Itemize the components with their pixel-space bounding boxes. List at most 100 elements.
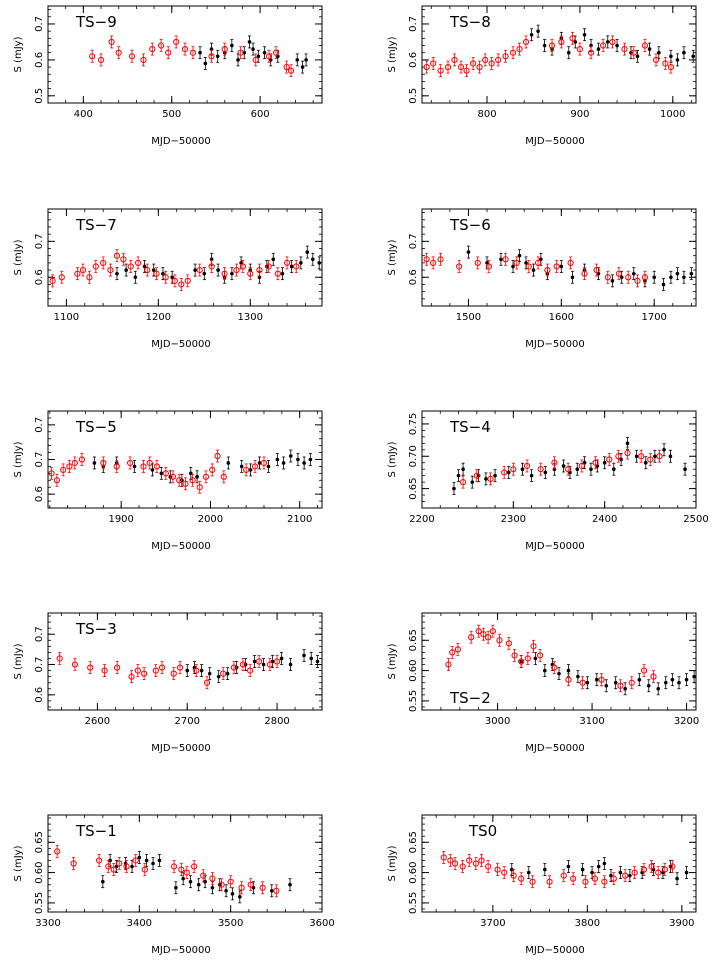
y-axis-label: S (mJy) xyxy=(387,239,398,275)
data-point-open xyxy=(259,884,266,891)
data-point-filled xyxy=(300,65,305,69)
data-point-filled xyxy=(309,656,314,661)
data-point-open xyxy=(510,872,517,879)
plot-frame xyxy=(47,814,323,913)
data-point-open xyxy=(256,266,263,274)
data-point-open xyxy=(70,860,77,867)
y-tick-label: 0.55 xyxy=(408,892,419,914)
panel-title: TS−1 xyxy=(75,822,117,840)
data-point-open xyxy=(423,256,430,263)
data-point-open xyxy=(456,263,463,270)
data-point-filled xyxy=(656,686,661,691)
x-tick-label: 900 xyxy=(570,109,589,120)
data-point-open xyxy=(153,463,160,470)
data-point-filled xyxy=(543,867,547,872)
data-point-open xyxy=(162,470,169,477)
chart-panel: 1900 2000 2100 0.6 0.7 0.7 MJD−50000 S (mJy) TS−… xyxy=(13,410,323,552)
data-point-filled xyxy=(605,40,610,44)
data-point-open xyxy=(221,46,228,53)
data-point-filled xyxy=(615,43,619,48)
data-point-filled xyxy=(257,461,262,465)
data-point-open xyxy=(631,869,638,876)
data-point-open xyxy=(243,466,250,473)
data-point-filled xyxy=(623,686,627,691)
data-point-open xyxy=(97,56,105,63)
data-point-open xyxy=(96,857,103,864)
data-point-open xyxy=(472,860,479,867)
x-tick-label: 2700 xyxy=(175,716,200,727)
data-point-filled xyxy=(484,477,488,481)
data-point-open xyxy=(127,263,134,270)
data-point-filled xyxy=(670,677,675,682)
data-point-open xyxy=(648,863,655,870)
data-point-filled xyxy=(202,271,207,276)
data-point-filled xyxy=(132,464,137,469)
data-point-filled xyxy=(520,467,525,472)
data-point-open xyxy=(581,270,588,277)
data-point-open xyxy=(66,463,73,470)
x-tick-label: 3800 xyxy=(575,918,600,929)
data-points xyxy=(423,245,694,291)
data-point-filled xyxy=(262,50,267,55)
data-point-open xyxy=(488,60,495,67)
data-point-filled xyxy=(181,876,185,881)
data-point-open xyxy=(600,42,607,49)
y-tick-label: 0.55 xyxy=(34,892,45,914)
data-point-open xyxy=(468,634,475,641)
data-point-filled xyxy=(225,671,230,676)
y-tick-label: 0.6 xyxy=(34,52,45,68)
data-point-open xyxy=(460,479,467,486)
data-point-filled xyxy=(566,668,571,673)
data-point-filled xyxy=(281,461,286,465)
data-point-filled xyxy=(305,250,310,254)
data-point-filled xyxy=(561,464,566,468)
data-point-open xyxy=(105,863,112,870)
data-point-filled xyxy=(239,464,244,469)
data-point-open xyxy=(513,259,520,266)
data-point-filled xyxy=(684,677,689,682)
x-tick-label: 500 xyxy=(162,109,181,120)
data-point-filled xyxy=(280,271,285,276)
data-point-open xyxy=(49,277,56,284)
y-tick-label: 0.5 xyxy=(408,88,419,104)
data-point-open xyxy=(247,270,254,277)
data-point-open xyxy=(273,887,280,894)
panel-title: TS−8 xyxy=(449,13,491,31)
data-point-open xyxy=(183,869,190,876)
data-point-open xyxy=(485,634,492,641)
data-point-open xyxy=(100,459,107,467)
data-point-open xyxy=(628,679,635,686)
data-point-filled xyxy=(552,467,557,472)
x-tick-label: 3900 xyxy=(669,918,694,929)
data-point-open xyxy=(170,670,177,677)
plot-frame xyxy=(421,612,697,711)
data-point-open xyxy=(116,860,123,867)
data-point-filled xyxy=(108,858,112,863)
data-point-open xyxy=(579,679,586,686)
data-point-open xyxy=(265,263,272,270)
data-point-open xyxy=(466,857,473,864)
y-tick-label: 0.7 xyxy=(34,16,45,32)
data-point-filled xyxy=(590,870,594,875)
data-point-open xyxy=(430,60,437,67)
data-point-filled xyxy=(493,473,497,478)
data-point-filled xyxy=(137,855,142,860)
data-point-open xyxy=(191,863,198,870)
y-tick-label: 0.65 xyxy=(408,831,419,853)
data-point-filled xyxy=(631,271,636,276)
data-point-open xyxy=(274,270,281,277)
data-point-open xyxy=(107,266,114,274)
data-point-open xyxy=(622,872,629,879)
data-point-open xyxy=(189,49,197,56)
data-point-open xyxy=(447,857,454,864)
x-tick-label: 3500 xyxy=(218,918,243,929)
data-point-open xyxy=(516,46,523,53)
y-axis-label: S (mJy) xyxy=(13,845,24,881)
data-point-filled xyxy=(452,486,456,491)
x-axis-label: MJD−50000 xyxy=(151,541,210,552)
x-tick-label: 1300 xyxy=(238,312,263,323)
data-point-filled xyxy=(682,50,686,55)
data-point-filled xyxy=(585,680,590,685)
data-point-filled xyxy=(511,264,515,269)
y-axis-label: S (mJy) xyxy=(13,36,24,72)
